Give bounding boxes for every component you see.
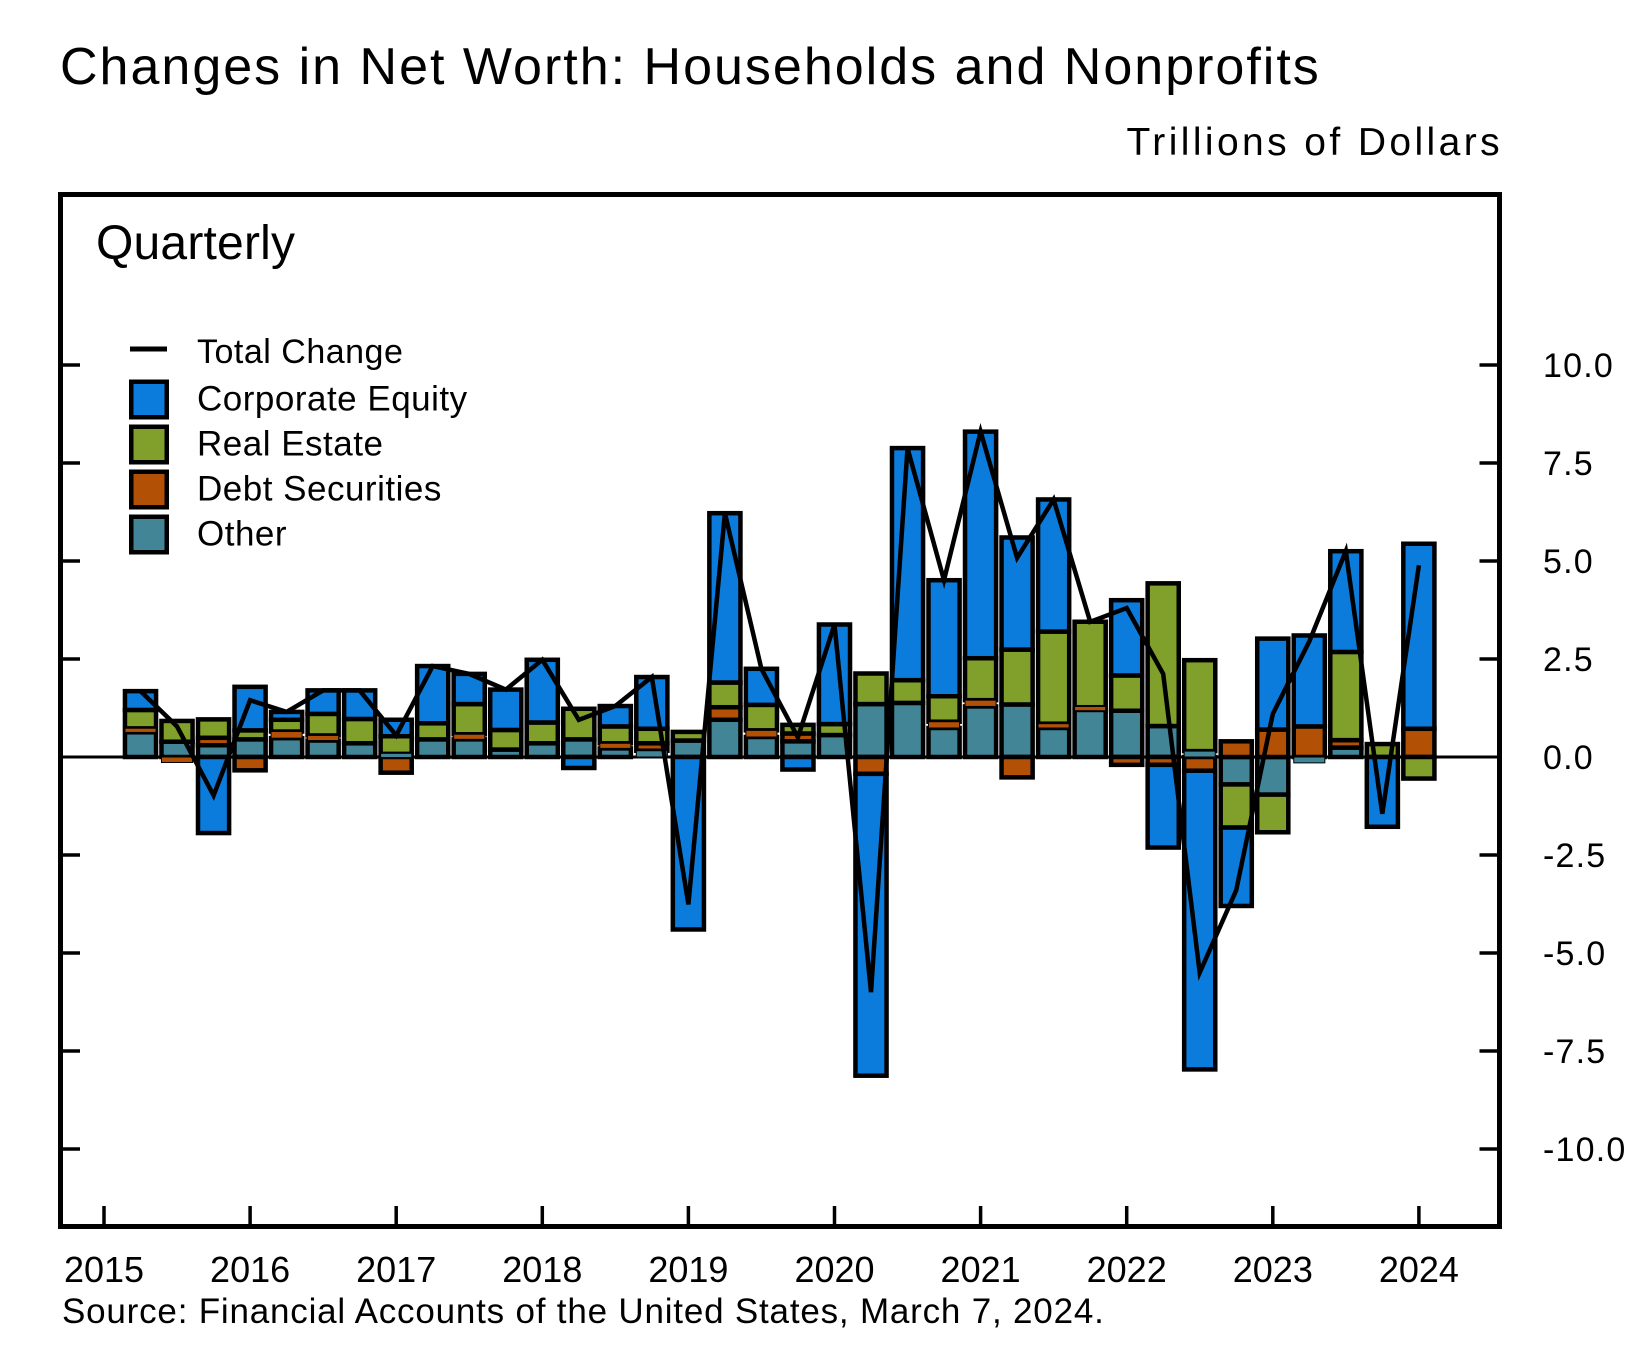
svg-text:2015: 2015 <box>64 1249 144 1290</box>
svg-text:2023: 2023 <box>1233 1249 1313 1290</box>
svg-text:-5.0: -5.0 <box>1543 935 1606 973</box>
svg-text:-2.5: -2.5 <box>1543 837 1606 875</box>
svg-text:Changes in Net Worth: Househol: Changes in Net Worth: Households and Non… <box>60 38 1321 96</box>
svg-text:2018: 2018 <box>502 1249 582 1290</box>
svg-text:Debt Securities: Debt Securities <box>197 470 442 509</box>
svg-text:Corporate Equity: Corporate Equity <box>197 380 468 419</box>
svg-text:2024: 2024 <box>1379 1249 1459 1290</box>
svg-text:2.5: 2.5 <box>1543 641 1594 679</box>
svg-text:2020: 2020 <box>794 1249 874 1290</box>
svg-text:Other: Other <box>197 515 287 554</box>
svg-text:Trillions of Dollars: Trillions of Dollars <box>1127 121 1503 164</box>
svg-text:2017: 2017 <box>356 1249 436 1290</box>
svg-text:-10.0: -10.0 <box>1543 1131 1627 1169</box>
svg-text:7.5: 7.5 <box>1543 445 1594 483</box>
svg-text:2022: 2022 <box>1087 1249 1167 1290</box>
svg-text:Quarterly: Quarterly <box>96 217 295 270</box>
svg-text:0.0: 0.0 <box>1543 739 1594 777</box>
svg-text:2021: 2021 <box>941 1249 1021 1290</box>
svg-text:2019: 2019 <box>648 1249 728 1290</box>
svg-text:5.0: 5.0 <box>1543 543 1594 581</box>
svg-text:Real Estate: Real Estate <box>197 425 383 464</box>
svg-text:Source: Financial Accounts of: Source: Financial Accounts of the United… <box>62 1292 1105 1331</box>
svg-text:10.0: 10.0 <box>1543 347 1614 385</box>
svg-text:2016: 2016 <box>210 1249 290 1290</box>
svg-text:Total Change: Total Change <box>197 333 403 371</box>
svg-text:-7.5: -7.5 <box>1543 1033 1606 1071</box>
